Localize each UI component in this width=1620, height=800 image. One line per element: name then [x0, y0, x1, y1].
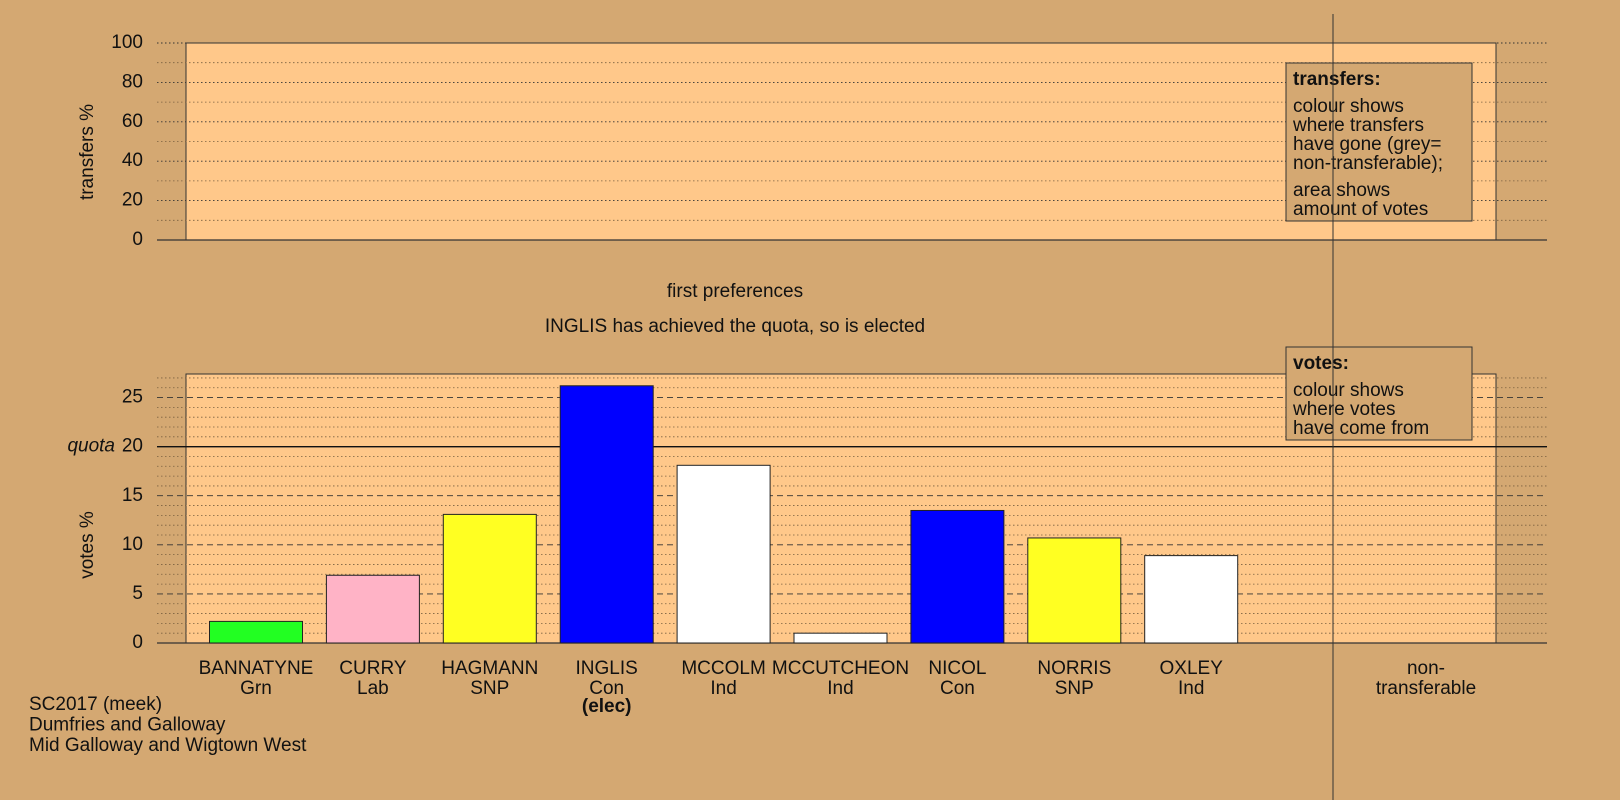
- note-line: where transfers: [1292, 115, 1424, 136]
- bar: [325, 574, 420, 644]
- x-tick-label: MCCOLM: [681, 658, 765, 679]
- y-tick-label: 0: [132, 632, 143, 653]
- y-tick-label: 20: [122, 436, 143, 457]
- x-tick-label: NICOL: [928, 658, 986, 679]
- footer-line: Dumfries and Galloway: [29, 715, 226, 736]
- note-line: have gone (grey=: [1293, 134, 1441, 155]
- note-line: colour shows: [1293, 380, 1404, 401]
- note-heading: votes:: [1293, 353, 1349, 374]
- bar: [1144, 555, 1239, 644]
- y-tick-label: 5: [132, 583, 143, 604]
- bar: [559, 385, 654, 644]
- party-label: Grn: [240, 678, 272, 699]
- x-tick-label: CURRY: [339, 658, 407, 679]
- y-axis-title: votes %: [77, 511, 98, 579]
- party-label: Con: [589, 678, 624, 699]
- footer-line: SC2017 (meek): [29, 694, 162, 715]
- x-tick-label: NORRIS: [1037, 658, 1111, 679]
- y-tick-label: 0: [132, 229, 143, 250]
- y-tick-label: 80: [122, 71, 143, 92]
- x-tick-label: BANNATYNE: [199, 658, 314, 679]
- party-label: SNP: [1055, 678, 1094, 699]
- party-label: Con: [940, 678, 975, 699]
- footer-line: Mid Galloway and Wigtown West: [29, 735, 307, 756]
- x-tick-label: MCCUTCHEON: [772, 658, 909, 679]
- party-label: Ind: [710, 678, 736, 699]
- note-box: [1285, 62, 1473, 222]
- chart-title: first preferences: [667, 281, 803, 302]
- y-tick-label: 10: [122, 534, 143, 555]
- x-tick-label: INGLIS: [576, 658, 638, 679]
- note-line: have come from: [1293, 418, 1429, 439]
- bar: [676, 464, 771, 644]
- y-tick-label: 60: [122, 111, 143, 132]
- y-tick-label: 20: [122, 190, 143, 211]
- category-note: (elec): [582, 696, 632, 717]
- note-box: [1285, 346, 1473, 441]
- party-label: Ind: [1178, 678, 1204, 699]
- y-tick-label: 25: [122, 387, 143, 408]
- note-heading: transfers:: [1293, 69, 1381, 90]
- party-label: SNP: [470, 678, 509, 699]
- y-tick-label: 15: [122, 485, 143, 506]
- party-label: Ind: [827, 678, 853, 699]
- y-axis-title: transfers %: [77, 104, 98, 200]
- note-line: non-transferable);: [1293, 153, 1443, 174]
- bar: [793, 632, 888, 644]
- bar: [209, 620, 303, 644]
- bar: [1027, 537, 1122, 644]
- bar: [910, 509, 1005, 644]
- note-line: colour shows: [1293, 96, 1404, 117]
- y-tick-label: 40: [122, 150, 143, 171]
- x-tick-label: transferable: [1376, 678, 1476, 699]
- note-line: where votes: [1292, 399, 1395, 420]
- x-tick-label: non-: [1407, 658, 1445, 679]
- party-label: Lab: [357, 678, 389, 699]
- bar: [442, 513, 537, 644]
- x-tick-label: HAGMANN: [441, 658, 538, 679]
- y-tick-label: 100: [111, 32, 143, 53]
- note-line: area shows: [1293, 180, 1390, 201]
- quota-label: quota: [67, 436, 115, 457]
- note-line: amount of votes: [1293, 199, 1428, 220]
- chart-subtitle: INGLIS has achieved the quota, so is ele…: [545, 316, 925, 337]
- x-tick-label: OXLEY: [1160, 658, 1224, 679]
